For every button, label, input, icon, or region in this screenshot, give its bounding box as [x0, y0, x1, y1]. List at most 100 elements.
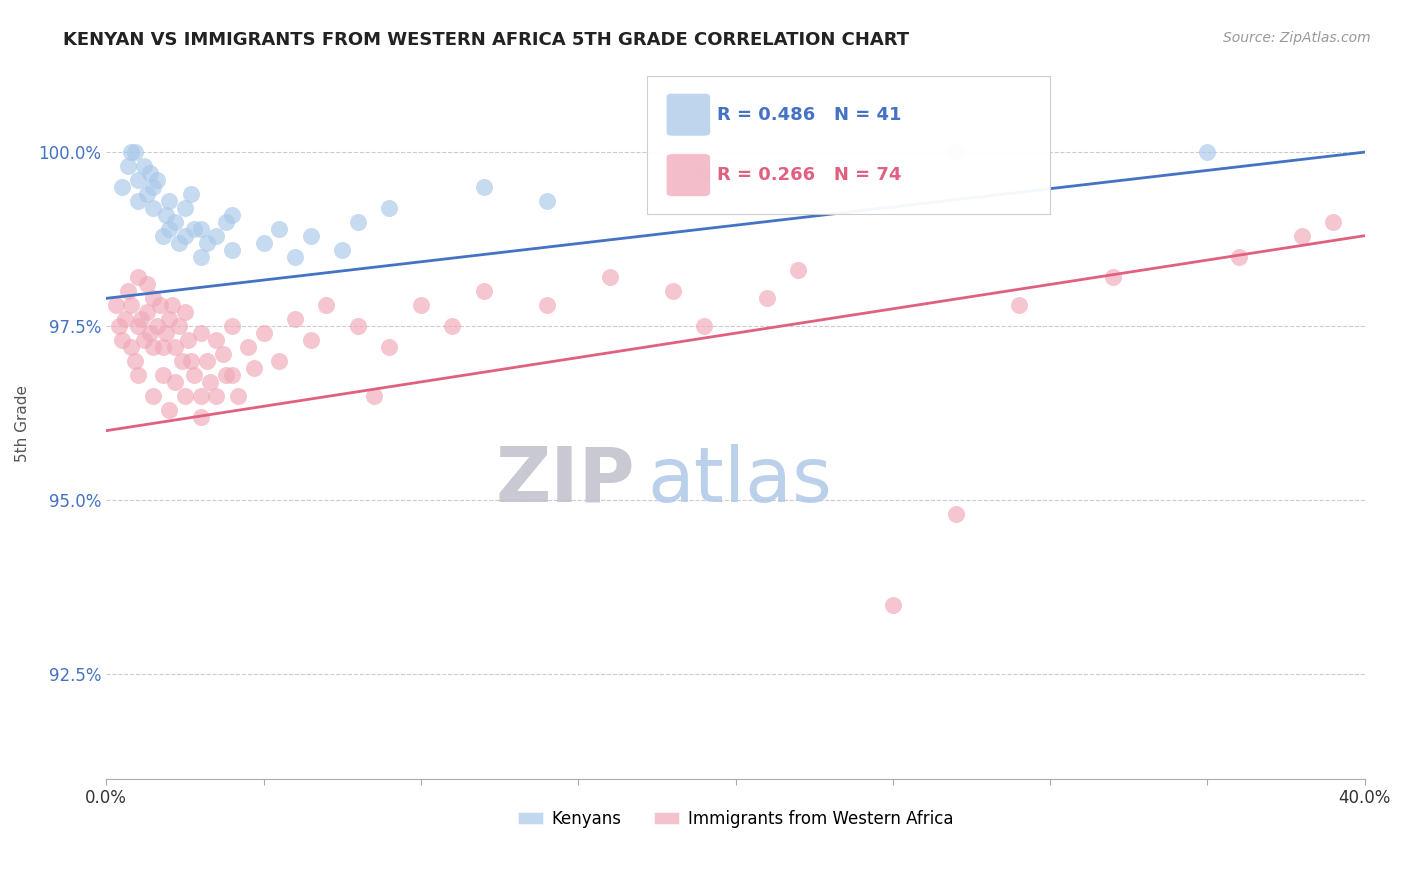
Point [882, 598, 904, 612]
Point [136, 186, 159, 201]
Point [120, 340, 142, 354]
Point [183, 221, 205, 235]
Point [1102, 270, 1125, 285]
Point [173, 201, 195, 215]
Point [142, 201, 165, 215]
Point [1008, 298, 1031, 312]
Point [142, 340, 165, 354]
Point [221, 319, 243, 334]
Point [347, 215, 370, 229]
Point [195, 354, 218, 368]
Point [145, 319, 167, 334]
Point [252, 326, 274, 341]
Point [127, 319, 149, 334]
Text: R = 0.266   N = 74: R = 0.266 N = 74 [717, 166, 901, 184]
Point [157, 312, 180, 326]
Point [142, 180, 165, 194]
Point [269, 221, 291, 235]
Point [190, 250, 212, 264]
Point [211, 347, 233, 361]
Point [111, 333, 134, 347]
Point [693, 319, 716, 334]
Point [165, 340, 187, 354]
Point [198, 375, 221, 389]
Point [472, 180, 495, 194]
Point [127, 270, 149, 285]
Text: R = 0.486   N = 41: R = 0.486 N = 41 [717, 105, 901, 124]
Point [117, 285, 139, 299]
Point [945, 508, 967, 522]
Point [111, 180, 134, 194]
Text: ZIP: ZIP [495, 443, 636, 517]
Point [190, 409, 212, 424]
Point [139, 166, 162, 180]
Point [152, 228, 174, 243]
Point [167, 235, 190, 250]
Point [536, 194, 558, 208]
Point [120, 145, 142, 160]
Point [124, 145, 146, 160]
Point [152, 368, 174, 382]
Point [173, 389, 195, 403]
Point [236, 340, 259, 354]
Point [114, 312, 136, 326]
Point [183, 368, 205, 382]
Point [215, 368, 238, 382]
Point [127, 194, 149, 208]
Point [157, 221, 180, 235]
Point [536, 298, 558, 312]
Point [142, 389, 165, 403]
Point [228, 389, 250, 403]
Legend: Kenyans, Immigrants from Western Africa: Kenyans, Immigrants from Western Africa [512, 803, 960, 835]
Point [205, 333, 228, 347]
Point [180, 186, 202, 201]
Point [409, 298, 432, 312]
Point [215, 215, 238, 229]
Point [243, 361, 266, 376]
Point [205, 389, 228, 403]
Point [139, 326, 162, 341]
Point [315, 298, 337, 312]
Point [165, 215, 187, 229]
Point [221, 368, 243, 382]
Point [132, 333, 155, 347]
Point [104, 298, 127, 312]
Text: Source: ZipAtlas.com: Source: ZipAtlas.com [1223, 31, 1371, 45]
Point [252, 235, 274, 250]
Point [599, 270, 621, 285]
Point [127, 368, 149, 382]
Text: KENYAN VS IMMIGRANTS FROM WESTERN AFRICA 5TH GRADE CORRELATION CHART: KENYAN VS IMMIGRANTS FROM WESTERN AFRICA… [63, 31, 910, 49]
Point [157, 402, 180, 417]
Point [195, 235, 218, 250]
Point [152, 340, 174, 354]
Point [363, 389, 385, 403]
Point [284, 250, 307, 264]
Point [441, 319, 464, 334]
Point [190, 389, 212, 403]
Point [173, 305, 195, 319]
Point [347, 319, 370, 334]
Point [180, 354, 202, 368]
Text: atlas: atlas [647, 443, 832, 517]
Point [378, 201, 401, 215]
Point [661, 285, 683, 299]
Point [127, 173, 149, 187]
Point [299, 228, 322, 243]
Point [177, 333, 200, 347]
FancyBboxPatch shape [666, 153, 710, 196]
Point [1227, 250, 1250, 264]
Point [299, 333, 322, 347]
Point [170, 354, 193, 368]
Point [787, 263, 810, 277]
Point [149, 298, 172, 312]
Point [132, 159, 155, 173]
Point [1291, 228, 1313, 243]
Point [136, 277, 159, 292]
Point [1322, 215, 1344, 229]
Point [117, 159, 139, 173]
Point [221, 208, 243, 222]
Point [129, 312, 152, 326]
FancyBboxPatch shape [647, 76, 1050, 214]
Point [190, 221, 212, 235]
Point [142, 291, 165, 305]
